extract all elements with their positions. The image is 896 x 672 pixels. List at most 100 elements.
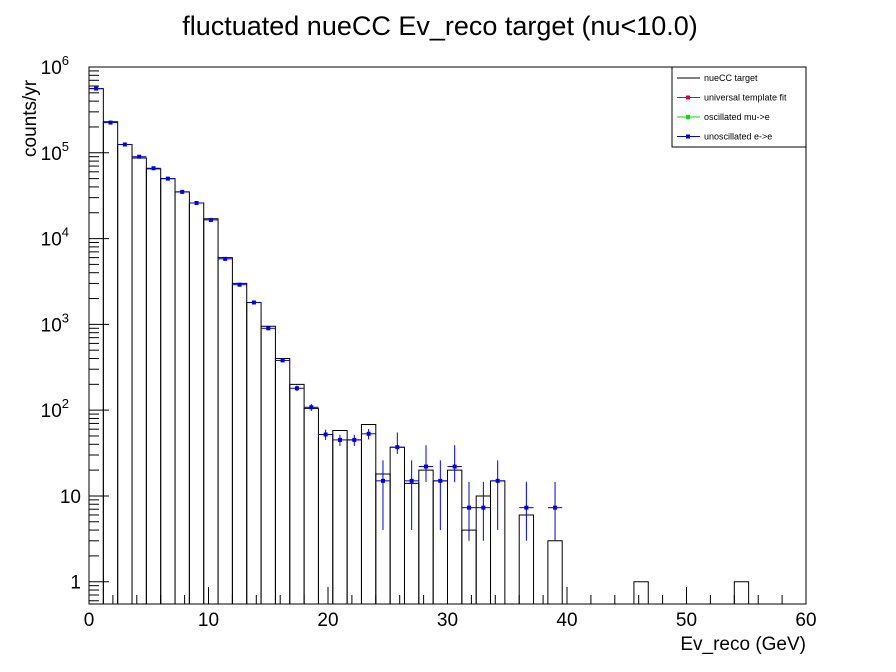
y-axis-label: counts/yr	[20, 79, 41, 157]
data-point	[117, 142, 133, 147]
point-marker	[122, 142, 127, 147]
data-point	[404, 460, 419, 531]
legend-label: unoscillated e->e	[704, 132, 772, 142]
target-bin	[317, 434, 334, 604]
data-point	[203, 217, 219, 222]
legend-entry: oscillated mu->e	[677, 112, 770, 122]
x-tick-label: 40	[556, 610, 577, 631]
target-bin	[332, 429, 348, 604]
target-bin	[231, 282, 248, 604]
point-marker	[180, 189, 185, 194]
target-bin	[102, 121, 119, 604]
data-point	[218, 256, 233, 261]
legend: nueCC target universal template fit oscill…	[671, 66, 807, 148]
data-point	[476, 481, 491, 541]
point-marker	[337, 437, 342, 442]
legend-label: oscillated mu->e	[704, 112, 770, 122]
data-point	[261, 326, 276, 331]
point-marker	[423, 464, 428, 469]
data-point	[175, 189, 190, 194]
target-bin	[160, 178, 176, 604]
point-marker	[553, 505, 558, 510]
target-bin	[289, 383, 305, 604]
y-tick-label: 105	[41, 139, 69, 165]
y-tick-label: 1	[70, 573, 81, 594]
target-bin	[418, 469, 434, 604]
data-point	[547, 481, 563, 541]
data-point	[332, 434, 348, 446]
legend-label: universal template fit	[704, 93, 787, 103]
data-point	[361, 428, 376, 440]
legend-box	[671, 66, 807, 148]
legend-marker	[686, 115, 690, 119]
target-bin	[217, 257, 233, 604]
x-axis-label: Ev_reco (GeV)	[680, 634, 806, 655]
data-point	[160, 176, 176, 181]
target-bin	[117, 143, 133, 604]
target-bin	[303, 407, 319, 604]
target-bin	[246, 301, 262, 604]
point-marker	[409, 478, 414, 483]
legend-marker	[686, 134, 690, 139]
data-point	[304, 403, 319, 412]
x-tick-label: 0	[84, 610, 95, 631]
target-bin	[461, 529, 477, 604]
data-point	[189, 200, 204, 205]
legend-entry: universal template fit	[677, 93, 787, 103]
target-bin	[131, 157, 147, 604]
point-marker	[108, 120, 113, 125]
point-marker	[251, 300, 256, 305]
point-marker	[395, 445, 400, 450]
point-marker	[452, 464, 457, 469]
data-point	[447, 445, 462, 483]
point-marker	[208, 217, 213, 222]
x-tick-label: 60	[795, 610, 816, 631]
data-point	[146, 166, 161, 171]
target-bin	[447, 469, 463, 604]
target-bin	[633, 581, 649, 604]
data-point	[375, 460, 391, 531]
point-marker	[495, 478, 500, 483]
point-marker	[524, 505, 529, 510]
data-point	[89, 86, 104, 91]
point-marker	[237, 282, 242, 287]
point-marker	[223, 256, 228, 261]
plot-area	[88, 86, 750, 604]
data-point	[232, 282, 247, 287]
target-bin	[733, 581, 750, 604]
point-marker	[467, 505, 472, 510]
data-point	[132, 154, 147, 159]
data-point	[275, 358, 290, 363]
target-bin	[389, 446, 405, 604]
data-point	[519, 481, 534, 541]
data-point	[289, 385, 305, 392]
legend-entry: nueCC target	[677, 73, 758, 83]
data-point	[246, 300, 262, 305]
point-marker	[137, 154, 142, 159]
chart-title: fluctuated nueCC Ev_reco target (nu<10.0…	[182, 11, 698, 41]
legend-marker	[686, 95, 690, 100]
target-bin	[203, 218, 219, 604]
target-bin	[174, 191, 190, 604]
point-marker	[165, 176, 170, 181]
x-tick-label: 10	[198, 610, 219, 631]
point-marker	[266, 326, 271, 331]
point-marker	[366, 431, 371, 436]
legend-entry: unoscillated e->e	[677, 132, 772, 142]
y-tick-label: 106	[41, 53, 69, 79]
point-marker	[294, 386, 299, 391]
data-point	[490, 460, 505, 531]
data-point	[433, 460, 448, 531]
y-tick-label: 102	[41, 396, 69, 422]
x-tick-label: 30	[437, 610, 458, 631]
target-bin	[260, 325, 276, 604]
axes: 0 10 20 30 40 50 60 1 10 102 103 104 105 106	[41, 53, 817, 631]
x-tick-label: 50	[676, 610, 697, 631]
point-marker	[352, 437, 357, 442]
target-bin	[346, 439, 362, 604]
target-bin	[274, 358, 291, 604]
data-point	[103, 120, 118, 125]
target-bin	[145, 168, 162, 604]
point-marker	[280, 358, 285, 363]
point-marker	[438, 478, 443, 483]
